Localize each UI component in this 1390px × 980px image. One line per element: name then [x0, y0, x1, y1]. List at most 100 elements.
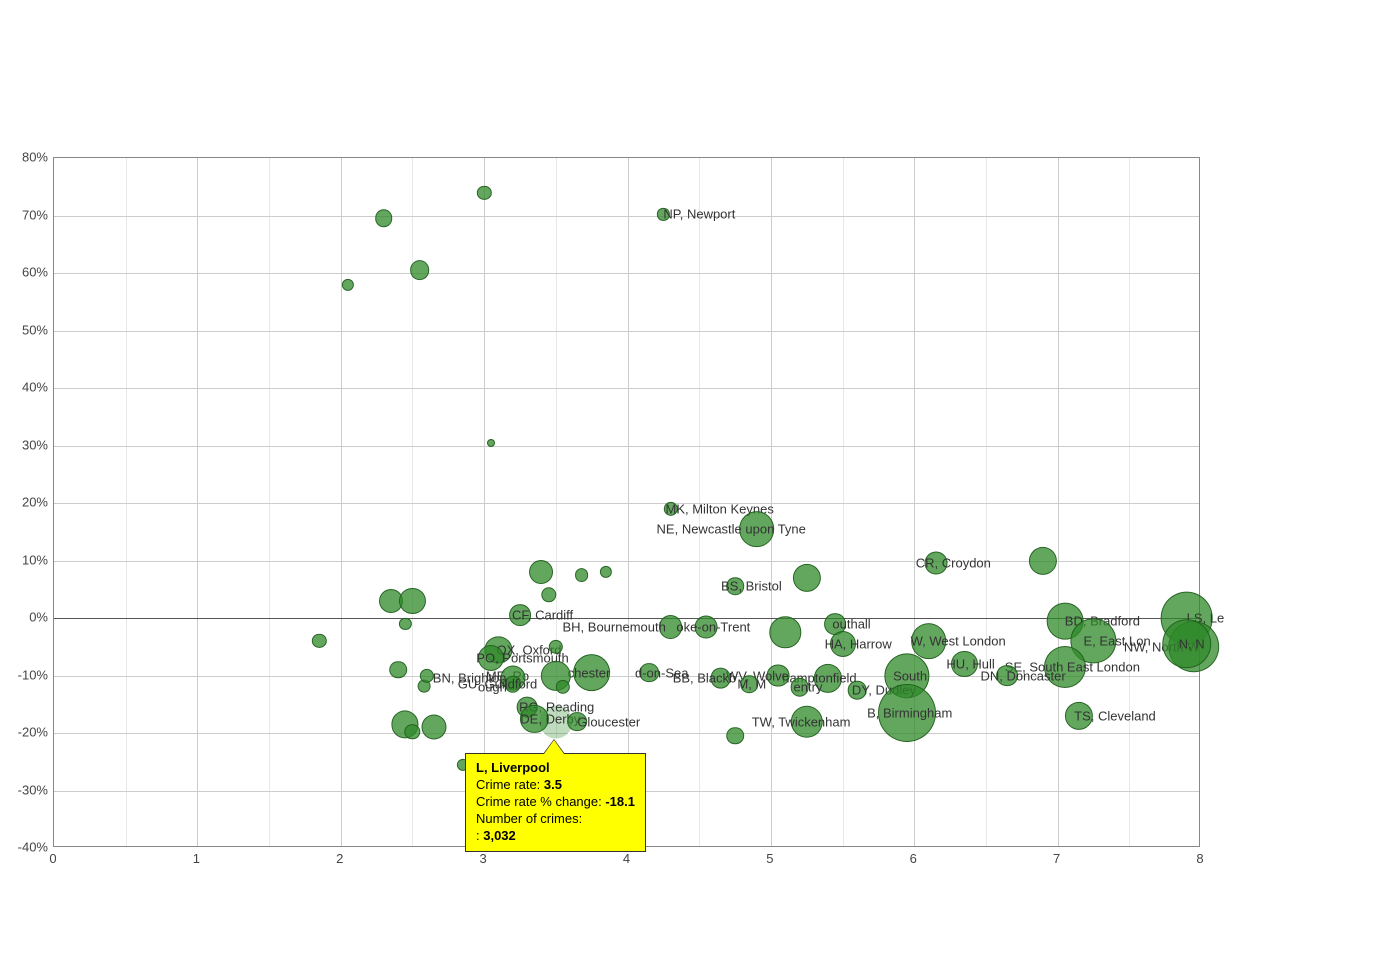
bubble[interactable]: [659, 615, 683, 639]
bubble[interactable]: [911, 623, 947, 659]
bubble-chart: NP, NewportMK, Milton KeynesNE, Newcastl…: [15, 157, 1200, 857]
tooltip-line: : 3,032: [476, 828, 635, 843]
bubble[interactable]: [878, 684, 936, 742]
bubble[interactable]: [421, 715, 446, 740]
bubble[interactable]: [405, 724, 420, 739]
tooltip-line-value: -18.1: [605, 794, 635, 809]
tooltip-line: Crime rate: 3.5: [476, 777, 635, 792]
bubble[interactable]: [830, 631, 856, 657]
x-axis-label: 3: [480, 851, 487, 866]
gridline-vertical: [986, 158, 987, 846]
gridline-horizontal: [54, 331, 1199, 332]
bubble[interactable]: [567, 712, 587, 732]
x-axis-label: 6: [910, 851, 917, 866]
gridline-vertical: [1129, 158, 1130, 846]
bubble[interactable]: [529, 560, 553, 584]
tooltip-line-label: Crime rate:: [476, 777, 544, 792]
gridline-vertical: [197, 158, 198, 846]
bubble[interactable]: [739, 511, 775, 547]
bubble[interactable]: [657, 208, 669, 220]
gridline-horizontal: [54, 561, 1199, 562]
bubble[interactable]: [710, 668, 731, 689]
tooltip: L, Liverpool Crime rate: 3.5 Crime rate %…: [465, 753, 646, 852]
gridline-horizontal: [54, 446, 1199, 447]
gridline-vertical: [843, 158, 844, 846]
bubble[interactable]: [399, 618, 411, 630]
x-axis-label: 1: [193, 851, 200, 866]
y-axis-label: -10%: [0, 667, 48, 682]
y-axis-label: 60%: [0, 265, 48, 280]
bubble[interactable]: [924, 552, 947, 575]
gridline-vertical: [628, 158, 629, 846]
bubble[interactable]: [575, 568, 589, 582]
bubble[interactable]: [695, 615, 718, 638]
bubble[interactable]: [573, 654, 611, 692]
x-axis-label: 2: [336, 851, 343, 866]
gridline-vertical: [771, 158, 772, 846]
bubble[interactable]: [726, 727, 744, 745]
bubble[interactable]: [741, 675, 759, 693]
bubble[interactable]: [389, 661, 407, 679]
x-axis-label: 0: [49, 851, 56, 866]
gridline-vertical: [1058, 158, 1059, 846]
bubble[interactable]: [997, 665, 1019, 687]
bubble[interactable]: [1029, 546, 1057, 574]
y-axis-label: -20%: [0, 725, 48, 740]
bubble[interactable]: [399, 588, 425, 614]
bubble[interactable]: [556, 680, 570, 694]
bubble[interactable]: [549, 640, 563, 654]
y-axis-label: 70%: [0, 207, 48, 222]
tooltip-line-value: 3,032: [483, 828, 516, 843]
tooltip-line-label: Number of crimes:: [476, 811, 582, 826]
bubble[interactable]: [600, 566, 612, 578]
y-axis-label: 30%: [0, 437, 48, 452]
gridline-vertical: [914, 158, 915, 846]
bubble[interactable]: [1065, 702, 1093, 730]
gridline-vertical: [126, 158, 127, 846]
bubble[interactable]: [342, 278, 354, 290]
zero-line: [54, 618, 1199, 619]
gridline-horizontal: [54, 503, 1199, 504]
y-axis-label: -30%: [0, 782, 48, 797]
y-axis-label: 50%: [0, 322, 48, 337]
y-axis-label: 0%: [0, 610, 48, 625]
bubble[interactable]: [487, 439, 495, 447]
bubble[interactable]: [505, 676, 522, 693]
bubble[interactable]: [767, 664, 790, 687]
x-axis-label: 5: [766, 851, 773, 866]
gridline-vertical: [484, 158, 485, 846]
bubble[interactable]: [410, 260, 430, 280]
gridline-horizontal: [54, 676, 1199, 677]
x-axis-label: 8: [1196, 851, 1203, 866]
bubble[interactable]: [639, 663, 659, 683]
y-axis-label: 20%: [0, 495, 48, 510]
bubble[interactable]: [478, 645, 504, 671]
bubble[interactable]: [477, 185, 491, 199]
gridline-vertical: [341, 158, 342, 846]
bubble-label: NE, Newcastle upon Tyne: [657, 521, 806, 536]
tooltip-line-value: 3.5: [544, 777, 562, 792]
bubble[interactable]: [770, 617, 801, 648]
bubble[interactable]: [663, 502, 677, 516]
x-axis-label: 4: [623, 851, 630, 866]
bubble[interactable]: [726, 578, 744, 596]
bubble[interactable]: [509, 604, 531, 626]
bubble[interactable]: [951, 651, 977, 677]
bubble[interactable]: [848, 681, 867, 700]
bubble[interactable]: [1044, 646, 1086, 688]
bubble[interactable]: [375, 210, 393, 228]
bubble[interactable]: [541, 587, 556, 602]
y-axis-label: 40%: [0, 380, 48, 395]
tooltip-title: L, Liverpool: [476, 760, 635, 775]
bubble[interactable]: [790, 678, 809, 697]
plot-area[interactable]: NP, NewportMK, Milton KeynesNE, Newcastl…: [53, 157, 1200, 847]
bubble[interactable]: [312, 634, 326, 648]
tooltip-line: Crime rate % change: -18.1: [476, 794, 635, 809]
bubble-label: BH, Bournemouth: [563, 619, 666, 634]
gridline-vertical: [269, 158, 270, 846]
bubble[interactable]: [814, 664, 842, 692]
gridline-horizontal: [54, 273, 1199, 274]
y-axis-label: 10%: [0, 552, 48, 567]
bubble[interactable]: [793, 564, 821, 592]
bubble[interactable]: [420, 668, 434, 682]
